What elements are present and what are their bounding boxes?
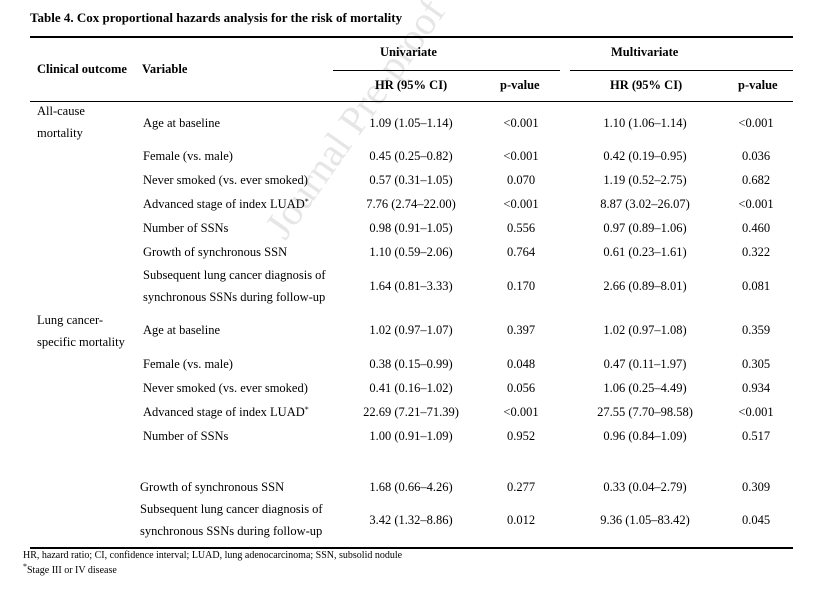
cell-u-hr: 1.09 (1.05–1.14): [369, 116, 453, 130]
variable-label: synchronous SSNs during follow-up: [140, 524, 323, 538]
cell-m-p: 0.309: [741, 480, 771, 494]
cell-u-p: 0.764: [506, 245, 536, 259]
cell-u-p: <0.001: [503, 405, 539, 419]
header-multivariate-p: p-value: [738, 78, 778, 92]
cell-m-hr: 9.36 (1.05–83.42): [600, 513, 690, 527]
cell-m-hr: 0.47 (0.11–1.97): [603, 357, 687, 371]
header-variable: Variable: [142, 62, 188, 76]
variable-label: Advanced stage of index LUAD*: [143, 197, 309, 211]
outcome-all-cause-line2: mortality: [37, 126, 83, 140]
variable-label: Number of SSNs: [143, 429, 229, 443]
header-multivariate-hr: HR (95% CI): [610, 78, 683, 92]
cell-u-hr: 1.10 (0.59–2.06): [369, 245, 453, 259]
cell-u-hr: 0.57 (0.31–1.05): [369, 173, 453, 187]
cell-m-p: <0.001: [738, 405, 774, 419]
cell-m-p: <0.001: [738, 197, 774, 211]
cell-u-hr: 1.64 (0.81–3.33): [369, 279, 453, 293]
cell-m-hr: 0.33 (0.04–2.79): [603, 480, 687, 494]
variable-label: Growth of synchronous SSN: [143, 245, 288, 259]
variable-label: Number of SSNs: [143, 221, 229, 235]
header-univariate-p: p-value: [500, 78, 540, 92]
cell-u-p: 0.952: [506, 429, 536, 443]
variable-label: Never smoked (vs. ever smoked): [143, 173, 308, 187]
superscript-marker: *: [304, 197, 309, 206]
multivariate-rule: [570, 70, 793, 71]
variable-label: Subsequent lung cancer diagnosis of: [140, 502, 323, 516]
cell-u-p: 0.277: [506, 480, 536, 494]
cell-u-hr: 1.68 (0.66–4.26): [369, 480, 453, 494]
footnote-stage-text: Stage III or IV disease: [27, 565, 117, 576]
cell-u-hr: 0.41 (0.16–1.02): [369, 381, 453, 395]
table-title: Table 4. Cox proportional hazards analys…: [30, 10, 403, 25]
cell-m-p: 0.934: [741, 381, 771, 395]
cell-m-p: 0.036: [741, 149, 771, 163]
cell-u-hr: 7.76 (2.74–22.00): [366, 197, 456, 211]
header-univariate: Univariate: [380, 45, 437, 59]
cell-m-hr: 0.97 (0.89–1.06): [603, 221, 687, 235]
cell-u-hr: 1.00 (0.91–1.09): [369, 429, 453, 443]
cell-u-hr: 3.42 (1.32–8.86): [369, 513, 453, 527]
cell-m-hr: 27.55 (7.70–98.58): [597, 405, 693, 419]
cell-u-hr: 0.45 (0.25–0.82): [369, 149, 453, 163]
cell-m-p: 0.359: [741, 323, 771, 337]
cell-m-hr: 1.06 (0.25–4.49): [603, 381, 687, 395]
bottom-rule: [30, 547, 793, 549]
variable-label: Age at baseline: [143, 323, 221, 337]
cell-m-hr: 1.02 (0.97–1.08): [603, 323, 687, 337]
footnote-marker: *: [23, 562, 27, 571]
cell-u-p: 0.170: [506, 279, 536, 293]
outcome-lung-cancer-line2: specific mortality: [37, 335, 125, 349]
cell-m-p: <0.001: [738, 116, 774, 130]
footnote-abbreviations: HR, hazard ratio; CI, confidence interva…: [23, 550, 403, 561]
cell-m-hr: 1.10 (1.06–1.14): [603, 116, 687, 130]
cell-u-hr: 0.98 (0.91–1.05): [369, 221, 453, 235]
cell-m-hr: 2.66 (0.89–8.01): [603, 279, 687, 293]
cell-m-hr: 1.19 (0.52–2.75): [603, 173, 687, 187]
cell-u-p: 0.397: [506, 323, 536, 337]
cell-u-p: <0.001: [503, 197, 539, 211]
cell-m-p: 0.460: [741, 221, 771, 235]
cell-m-hr: 0.96 (0.84–1.09): [603, 429, 687, 443]
variable-label: Subsequent lung cancer diagnosis of: [143, 268, 326, 282]
cell-u-p: <0.001: [503, 149, 539, 163]
variable-label: Never smoked (vs. ever smoked): [143, 381, 308, 395]
cell-m-p: 0.081: [741, 279, 771, 293]
variable-label: Female (vs. male): [143, 149, 233, 163]
cell-m-hr: 0.42 (0.19–0.95): [603, 149, 687, 163]
cell-u-p: 0.070: [506, 173, 536, 187]
cell-u-hr: 1.02 (0.97–1.07): [369, 323, 453, 337]
variable-label: Advanced stage of index LUAD*: [143, 405, 309, 419]
cell-u-p: 0.556: [506, 221, 536, 235]
superscript-marker: *: [304, 405, 309, 414]
cell-m-p: 0.305: [741, 357, 771, 371]
cell-u-hr: 22.69 (7.21–71.39): [363, 405, 459, 419]
header-rule: [30, 101, 793, 102]
univariate-rule: [333, 70, 560, 71]
cell-m-p: 0.682: [741, 173, 771, 187]
header-multivariate: Multivariate: [611, 45, 679, 59]
cell-m-hr: 0.61 (0.23–1.61): [603, 245, 687, 259]
cell-m-hr: 8.87 (3.02–26.07): [600, 197, 690, 211]
footnote-stage: *Stage III or IV disease: [23, 562, 117, 577]
variable-label: Age at baseline: [143, 116, 221, 130]
variable-label: synchronous SSNs during follow-up: [143, 290, 326, 304]
outcome-all-cause-line1: All-cause: [37, 104, 85, 118]
variable-label: Growth of synchronous SSN: [140, 480, 285, 494]
cell-u-hr: 0.38 (0.15–0.99): [369, 357, 453, 371]
outcome-lung-cancer-line1: Lung cancer-: [37, 313, 104, 327]
cell-u-p: 0.012: [506, 513, 536, 527]
cell-u-p: <0.001: [503, 116, 539, 130]
cell-m-p: 0.045: [741, 513, 771, 527]
header-clinical-outcome: Clinical outcome: [37, 62, 127, 76]
header-univariate-hr: HR (95% CI): [375, 78, 448, 92]
variable-label: Female (vs. male): [143, 357, 233, 371]
cell-m-p: 0.322: [741, 245, 771, 259]
top-rule: [30, 36, 793, 38]
cell-u-p: 0.048: [506, 357, 536, 371]
cell-u-p: 0.056: [506, 381, 536, 395]
cell-m-p: 0.517: [741, 429, 771, 443]
